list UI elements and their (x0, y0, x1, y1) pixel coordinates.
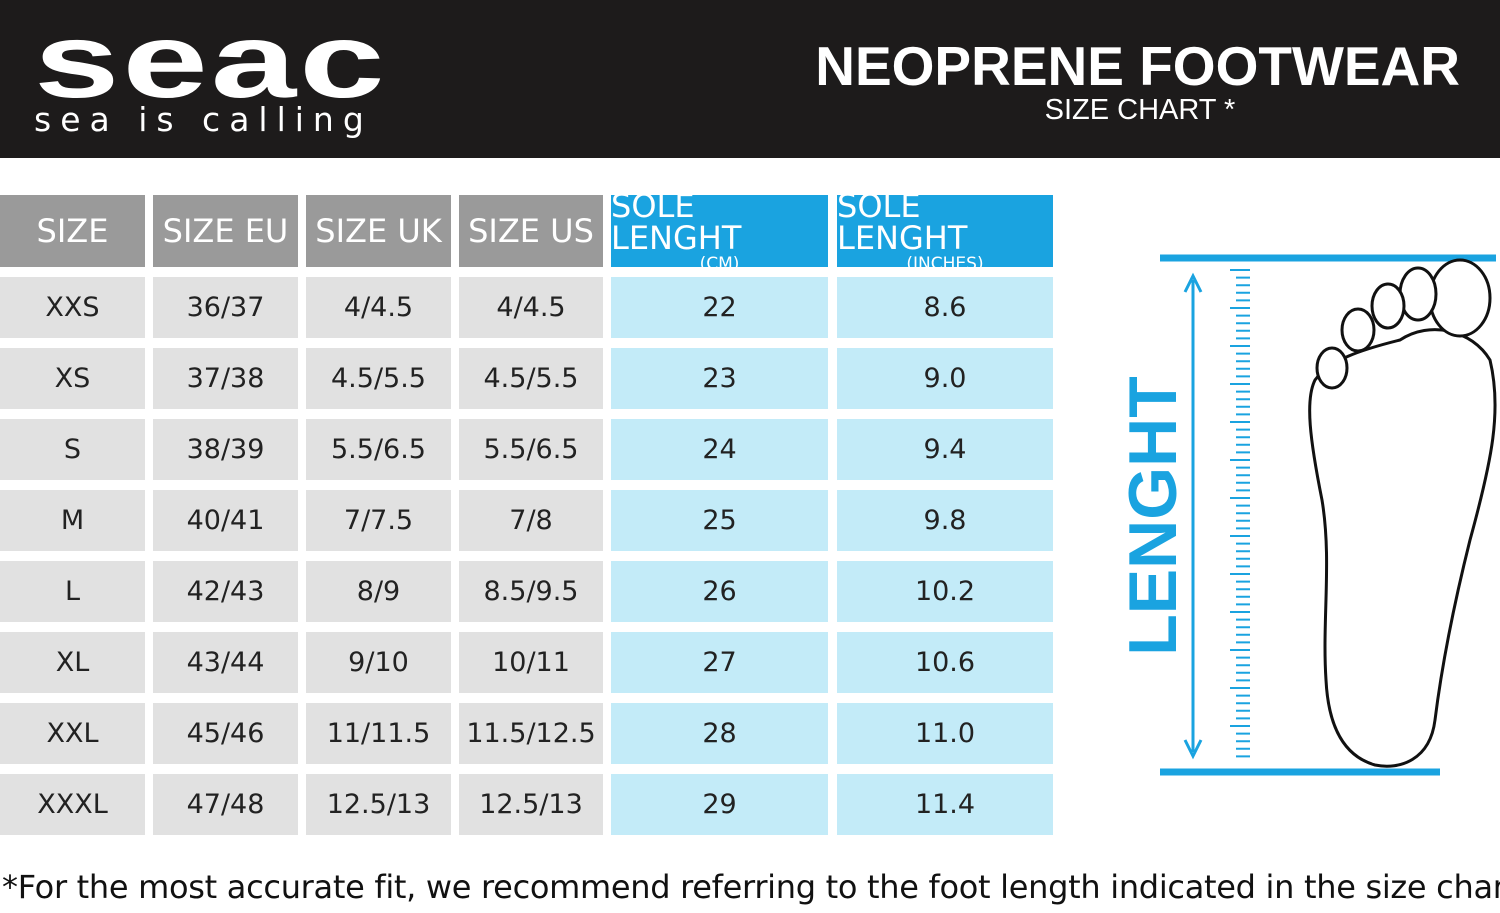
toe (1398, 266, 1438, 322)
table-cell: 5.5/6.5 (306, 419, 451, 480)
table-cell: 11.4 (837, 774, 1053, 835)
footnote: *For the most accurate fit, we recommend… (2, 868, 1500, 906)
table-cell: 7/8 (459, 490, 603, 551)
toe (1340, 307, 1376, 353)
table-cell: 9.4 (837, 419, 1053, 480)
header-label: SOLE LENGHT (611, 186, 742, 257)
table-cell: 7/7.5 (306, 490, 451, 551)
table-cell: 24 (611, 419, 828, 480)
header-sub: (INCHES) (906, 253, 984, 274)
toe (1370, 282, 1406, 330)
table-cell: 12.5/13 (459, 774, 603, 835)
table-cell: 25 (611, 490, 828, 551)
subtitle: SIZE CHART * (1044, 94, 1236, 126)
table-cell: 11.5/12.5 (459, 703, 603, 764)
table-cell: 27 (611, 632, 828, 693)
table-cell: 11.0 (837, 703, 1053, 764)
table-cell: 4.5/5.5 (459, 348, 603, 409)
tagline: sea is calling (34, 100, 373, 139)
table-cell: 40/41 (153, 490, 298, 551)
table-cell: 11/11.5 (306, 703, 451, 764)
toe (1428, 258, 1492, 338)
foot-outline (1308, 328, 1497, 768)
header-cell: SIZE (0, 195, 145, 267)
header-label: SIZE (36, 212, 109, 250)
table-cell: XXL (0, 703, 145, 764)
table-cell: 10.2 (837, 561, 1053, 622)
table-cell: 29 (611, 774, 828, 835)
header-label: SIZE US (468, 212, 594, 250)
table-cell: 4/4.5 (306, 277, 451, 338)
table-cell: 4.5/5.5 (306, 348, 451, 409)
table-cell: 22 (611, 277, 828, 338)
ruler-ticks (1230, 269, 1250, 758)
logo: seac (34, 2, 388, 120)
header-sub: (CM) (699, 253, 740, 274)
table-cell: 38/39 (153, 419, 298, 480)
arrow-heads (1183, 272, 1203, 760)
header: seac sea is calling NEOPRENE FOOTWEAR SI… (0, 0, 1500, 158)
foot-diagram: LENGHT (1115, 254, 1497, 776)
table-cell: 8.6 (837, 277, 1053, 338)
table-cell: 5.5/6.5 (459, 419, 603, 480)
table-cell: 45/46 (153, 703, 298, 764)
table-cell: 9/10 (306, 632, 451, 693)
title: NEOPRENE FOOTWEAR (815, 35, 1460, 97)
table-cell: 8.5/9.5 (459, 561, 603, 622)
table-cell: 43/44 (153, 632, 298, 693)
table-cell: 23 (611, 348, 828, 409)
header-cell: SOLE LENGHT (INCHES) (837, 190, 1053, 272)
table-cell: XS (0, 348, 145, 409)
header-label: SIZE UK (315, 212, 442, 250)
table-cell: M (0, 490, 145, 551)
table-cell: XXS (0, 277, 145, 338)
table-cell: XXXL (0, 774, 145, 835)
header-cell: SIZE US (459, 195, 603, 267)
header-label: SOLE LENGHT (837, 186, 968, 257)
table-cell: 12.5/13 (306, 774, 451, 835)
length-label: LENGHT (1115, 376, 1191, 656)
header-cell: SIZE EU (153, 195, 298, 267)
table-cell: 28 (611, 703, 828, 764)
table-cell: XL (0, 632, 145, 693)
table-cell: 26 (611, 561, 828, 622)
table-cell: 10.6 (837, 632, 1053, 693)
table-cell: 8/9 (306, 561, 451, 622)
table-cell: 42/43 (153, 561, 298, 622)
table-cell: L (0, 561, 145, 622)
table-cell: 9.0 (837, 348, 1053, 409)
table-cell: S (0, 419, 145, 480)
table-cell: 37/38 (153, 348, 298, 409)
table-cell: 9.8 (837, 490, 1053, 551)
table-cell: 36/37 (153, 277, 298, 338)
header-label: SIZE EU (162, 212, 289, 250)
table-cell: 47/48 (153, 774, 298, 835)
table-cell: 10/11 (459, 632, 603, 693)
header-cell: SOLE LENGHT (CM) (611, 190, 828, 272)
table-cell: 4/4.5 (459, 277, 603, 338)
header-cell: SIZE UK (306, 195, 451, 267)
toe (1315, 346, 1349, 390)
